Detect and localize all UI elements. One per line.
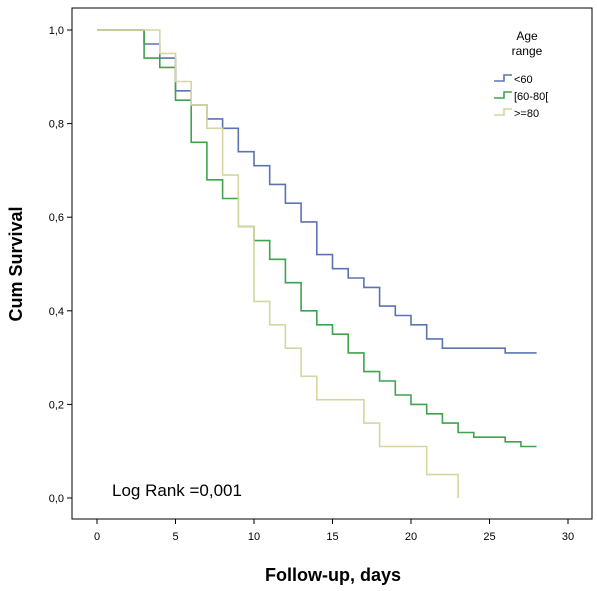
x-tick-label: 15: [326, 531, 338, 543]
legend-label-0: <60: [514, 74, 533, 86]
y-tick-label: 0,0: [49, 493, 64, 505]
x-axis-title: Follow-up, days: [265, 565, 401, 585]
legend-label-2: >=80: [514, 108, 539, 120]
x-tick-label: 25: [483, 531, 495, 543]
legend-swatch-2: [494, 108, 512, 116]
y-tick-label: 0,6: [49, 212, 64, 224]
legend-title-line-1: Age: [516, 29, 538, 43]
x-tick-label: 20: [405, 531, 417, 543]
x-tick-label: 5: [172, 531, 178, 543]
series-layer: [97, 29, 537, 498]
series-line-1: [97, 29, 537, 448]
legend-label-1: [60-80[: [514, 91, 548, 103]
legend-swatch-1: [494, 91, 512, 99]
legend-swatch-0: [494, 74, 512, 82]
x-tick-label: 10: [248, 531, 260, 543]
series-line-2: [97, 29, 459, 498]
series-line-0: [97, 29, 537, 354]
legend-title-line-2: range: [512, 44, 543, 58]
y-tick-label: 0,8: [49, 119, 64, 131]
y-tick-label: 0,4: [49, 306, 64, 318]
x-tick-label: 0: [94, 531, 100, 543]
x-tick-label: 30: [562, 531, 574, 543]
y-axis-title: Cum Survival: [6, 206, 26, 321]
y-tick-label: 0,2: [49, 399, 64, 411]
y-tick-label: 1,0: [49, 25, 64, 37]
axes: 0 5 10 15 20 25 30 0,0 0,2 0,4 0,6 0,8 1,0: [49, 7, 593, 543]
log-rank-annotation: Log Rank =0,001: [112, 481, 242, 500]
